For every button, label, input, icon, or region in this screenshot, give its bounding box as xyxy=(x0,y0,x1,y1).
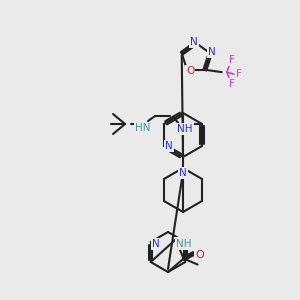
Text: N: N xyxy=(165,141,173,151)
Text: N: N xyxy=(208,47,216,57)
Text: N: N xyxy=(152,239,160,249)
Text: NH: NH xyxy=(177,124,193,134)
Text: HN: HN xyxy=(135,123,151,133)
Text: F: F xyxy=(229,55,235,65)
Text: F: F xyxy=(236,69,242,79)
Text: O: O xyxy=(186,66,194,76)
Text: O: O xyxy=(195,250,204,260)
Text: N: N xyxy=(190,37,198,47)
Text: NH: NH xyxy=(176,238,191,248)
Text: F: F xyxy=(229,79,235,89)
Text: N: N xyxy=(179,168,187,178)
Text: N: N xyxy=(176,239,184,249)
